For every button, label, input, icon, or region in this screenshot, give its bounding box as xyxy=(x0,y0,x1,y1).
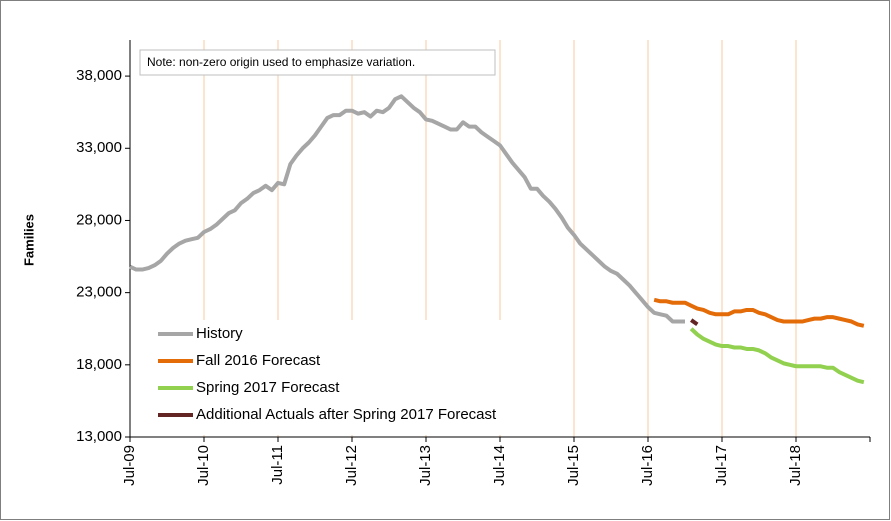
series-line xyxy=(129,94,685,324)
legend-label: Spring 2017 Forecast xyxy=(196,379,340,396)
y-tick-label: 23,000 xyxy=(76,284,122,301)
y-tick-label: 38,000 xyxy=(76,67,122,84)
x-tick-label: Jul-15 xyxy=(565,445,582,486)
y-tick-label: 28,000 xyxy=(76,211,122,228)
series-line xyxy=(653,297,865,328)
note-box xyxy=(139,49,496,76)
legend-label: History xyxy=(196,325,243,342)
y-axis-title: Families xyxy=(21,214,36,266)
x-tick-label: Jul-18 xyxy=(787,445,804,486)
x-tick-label: Jul-13 xyxy=(417,445,434,486)
x-tick-label: Jul-10 xyxy=(195,445,212,486)
x-tick-label: Jul-11 xyxy=(269,445,286,485)
legend-label: Fall 2016 Forecast xyxy=(196,352,321,369)
legend: History Fall 2016 Forecast Spring 2017 For… xyxy=(150,320,555,435)
y-tick-label: 33,000 xyxy=(76,139,122,156)
note: Note: non-zero origin used to emphasize … xyxy=(147,55,415,69)
x-tick-label: Jul-17 xyxy=(713,445,730,486)
x-tick-label: Jul-09 xyxy=(121,445,138,486)
series-line xyxy=(690,318,699,327)
legend-label: Additional Actuals after Spring 2017 For… xyxy=(196,406,497,423)
x-tick-label: Jul-14 xyxy=(491,445,508,486)
series-line xyxy=(689,327,865,385)
y-tick-label: 18,000 xyxy=(76,356,122,373)
x-tick-label: Jul-12 xyxy=(343,445,360,486)
x-tick-label: Jul-16 xyxy=(639,445,656,486)
legend-box xyxy=(150,320,555,435)
y-tick-label: 13,000 xyxy=(76,428,122,445)
